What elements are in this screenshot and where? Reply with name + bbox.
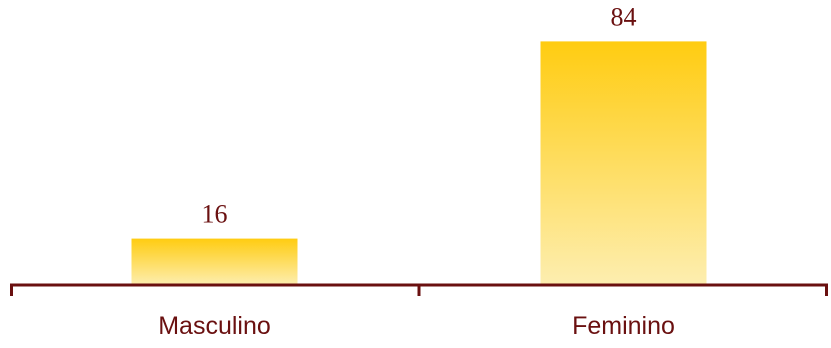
labels-layer: 16 Masculino 84 Feminino <box>158 2 675 340</box>
x-axis <box>10 283 828 296</box>
data-label-masculino: 16 <box>202 200 228 229</box>
bar-feminino <box>540 41 707 286</box>
data-label-feminino: 84 <box>611 2 637 31</box>
bar-masculino <box>131 238 298 285</box>
bars-layer <box>131 41 707 286</box>
category-label-feminino: Feminino <box>572 312 675 340</box>
category-label-masculino: Masculino <box>158 312 271 340</box>
